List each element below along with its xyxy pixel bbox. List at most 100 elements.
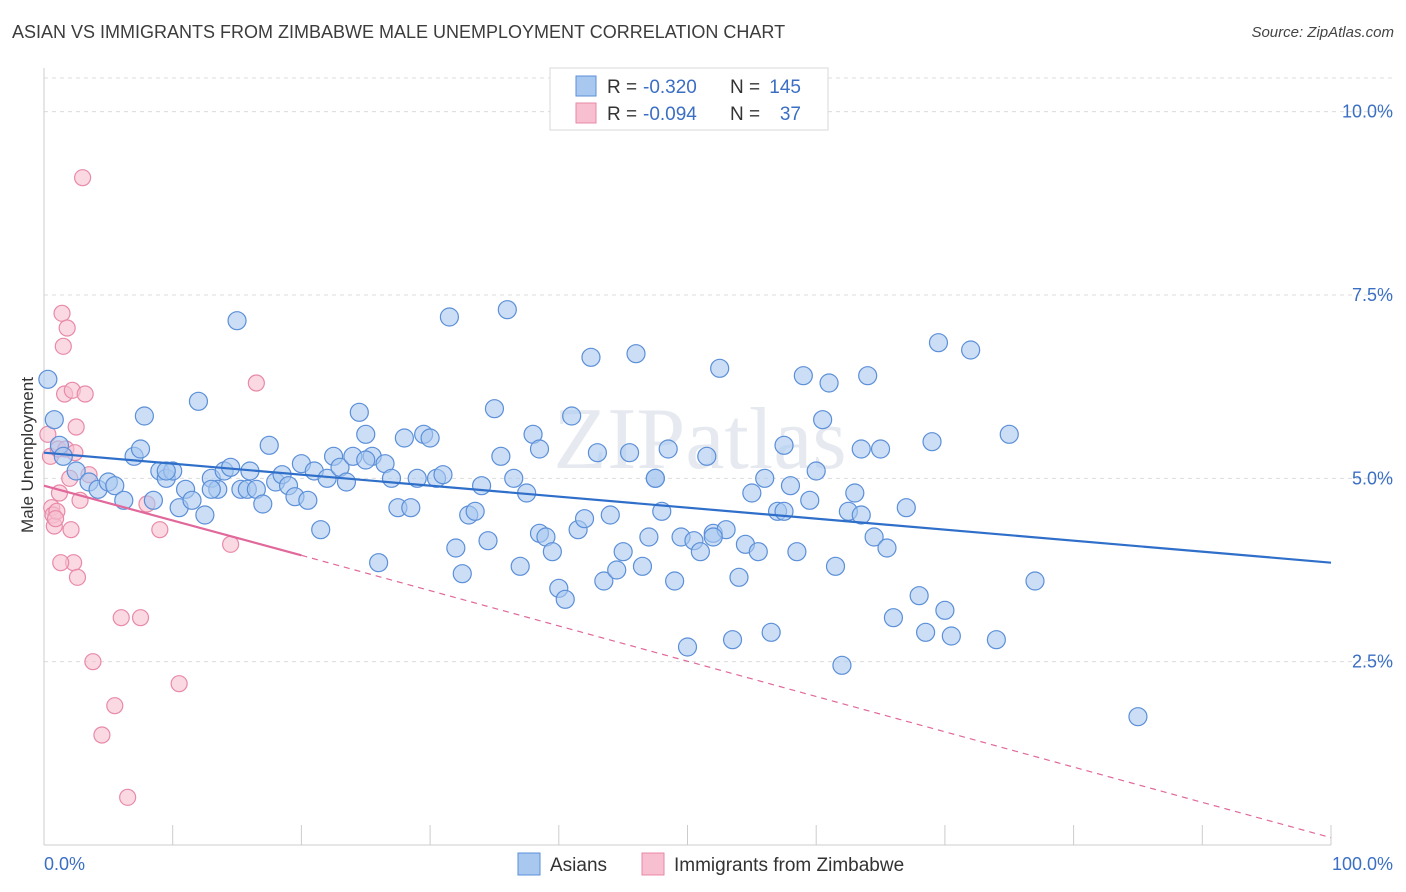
asian-point-129	[883, 608, 904, 628]
zimbabwe-point-26	[112, 609, 130, 627]
asian-point-61	[446, 538, 466, 558]
asian-point-8	[105, 476, 125, 496]
legend-n-value-2: 37	[780, 104, 801, 125]
zimbabwe-point-25	[106, 697, 124, 715]
asian-point-146	[645, 468, 665, 488]
source-label: Source: ZipAtlas.com	[1251, 24, 1394, 41]
x-tick-label-0: 0.0%	[44, 854, 85, 874]
asian-point-46	[349, 402, 369, 422]
asian-point-26	[227, 311, 247, 331]
legend: R = -0.320 N = 145 R = -0.094 N = 37	[549, 67, 829, 131]
y-tick-label-2: 7.5%	[1352, 285, 1393, 305]
zimbabwe-point-21	[76, 385, 94, 403]
zimbabwe-point-24	[93, 726, 111, 744]
zimbabwe-point-14	[62, 521, 80, 539]
asian-point-67	[484, 399, 505, 419]
asian-point-82	[581, 347, 601, 367]
zimbabwe-point-30	[151, 521, 169, 539]
asian-point-112	[774, 435, 794, 455]
bottom-legend: Asians Immigrants from Zimbabwe	[517, 852, 904, 876]
asian-point-119	[819, 373, 839, 393]
asian-point-3	[53, 446, 73, 466]
zimbabwe-point-12	[58, 319, 76, 337]
asian-point-69	[497, 300, 517, 320]
asian-point-40	[311, 520, 331, 540]
asian-point-127	[870, 439, 891, 459]
asian-point-91	[639, 527, 659, 547]
asian-point-57	[420, 428, 440, 448]
asian-point-89	[626, 344, 646, 364]
asian-point-114	[787, 542, 807, 562]
bottom-legend-swatch-zimbabwe	[641, 852, 665, 876]
legend-r-value-1: -0.320	[643, 77, 697, 98]
asian-point-134	[928, 333, 949, 353]
asian-point-115	[793, 366, 813, 386]
legend-n-value-1: 145	[769, 77, 801, 98]
asian-point-0	[38, 369, 58, 389]
asian-point-100	[697, 446, 717, 466]
bottom-legend-zimbabwe: Immigrants from Zimbabwe	[674, 855, 904, 876]
asian-point-108	[748, 542, 768, 562]
asian-point-131	[909, 586, 929, 606]
bottom-legend-swatch-asians	[517, 852, 541, 876]
asian-point-113	[780, 476, 801, 496]
bottom-legend-asians: Asians	[550, 855, 607, 876]
asian-point-11	[130, 439, 151, 459]
asian-point-110	[761, 622, 781, 642]
asian-point-95	[665, 571, 685, 591]
asian-point-20	[188, 391, 209, 411]
zimbabwe-point-28	[131, 609, 150, 627]
zimbabwe-point-23	[84, 653, 102, 671]
asian-point-148	[774, 501, 794, 521]
asian-point-62	[452, 564, 472, 584]
asian-point-126	[864, 527, 884, 547]
asian-point-140	[1025, 571, 1045, 591]
asian-point-118	[813, 410, 833, 430]
asian-point-149	[851, 505, 871, 525]
asian-point-139	[999, 424, 1019, 444]
asian-point-32	[259, 435, 279, 455]
x-tick-label-1: 100.0%	[1332, 854, 1393, 874]
asian-point-49	[369, 553, 389, 573]
asian-point-79	[562, 406, 582, 426]
asian-point-47	[356, 424, 376, 444]
zimbabwe-point-20	[74, 169, 92, 187]
asian-point-145	[529, 439, 550, 459]
asian-point-70	[504, 468, 524, 488]
zimbabwe-point-34	[52, 554, 70, 572]
asian-point-97	[677, 637, 698, 657]
legend-r-value-2: -0.094	[643, 104, 697, 125]
asian-point-121	[832, 655, 852, 675]
legend-r-label-2: R =	[607, 104, 637, 125]
asian-point-31	[253, 494, 273, 514]
asian-points	[38, 300, 1148, 727]
zimbabwe-point-35	[46, 510, 65, 528]
legend-swatch-zimbabwe	[575, 102, 597, 124]
asian-point-88	[619, 443, 640, 463]
asian-point-38	[298, 490, 318, 510]
y-tick-label-3: 10.0%	[1342, 102, 1393, 122]
asian-point-12	[134, 406, 154, 426]
asian-point-51	[381, 468, 402, 488]
asian-point-9	[114, 490, 134, 510]
asian-point-53	[394, 428, 414, 448]
asian-point-123	[845, 483, 865, 503]
zimbabwe-point-9	[54, 337, 72, 355]
asian-point-147	[703, 527, 723, 547]
asian-point-142	[156, 461, 176, 481]
zimbabwe-points	[39, 169, 265, 806]
asian-point-99	[690, 542, 710, 562]
asian-point-1	[44, 410, 64, 430]
legend-n-label-2: N =	[730, 104, 760, 125]
asian-point-76	[542, 542, 562, 562]
asian-point-141	[1128, 707, 1148, 727]
asian-point-60	[439, 307, 460, 327]
asian-point-116	[800, 490, 820, 510]
asian-point-19	[182, 490, 202, 510]
asian-point-21	[195, 505, 215, 525]
asian-point-59	[433, 465, 453, 485]
asian-point-138	[986, 630, 1006, 650]
asian-point-130	[896, 498, 916, 518]
asian-point-4	[66, 461, 86, 481]
